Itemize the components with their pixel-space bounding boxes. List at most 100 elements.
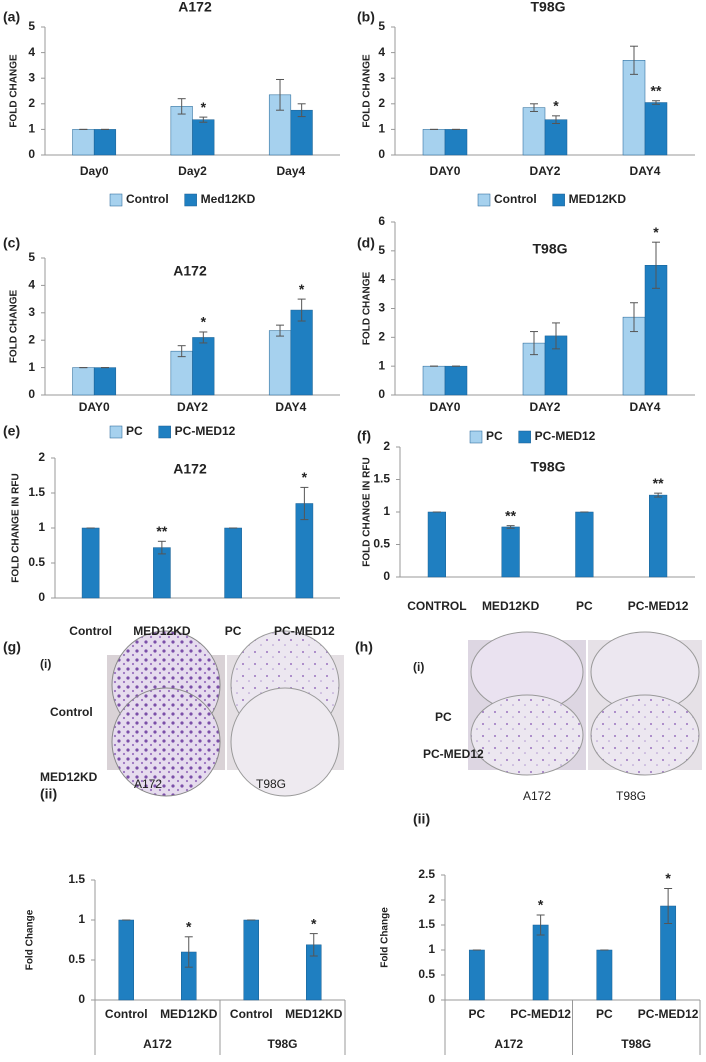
significance: * xyxy=(665,870,671,886)
y-tick-label: 2.5 xyxy=(418,867,435,881)
y-tick-label: 2 xyxy=(428,892,435,906)
bar xyxy=(444,129,468,156)
bar xyxy=(170,350,193,396)
significance: ** xyxy=(505,507,516,523)
y-tick-label: 0 xyxy=(378,387,385,401)
y-tick-label: 5 xyxy=(28,19,35,33)
significance: ** xyxy=(651,82,662,98)
x-tick-label: PC-MED12 xyxy=(628,599,689,613)
bar xyxy=(93,129,117,156)
bar xyxy=(644,102,668,156)
legend-swatch xyxy=(518,430,531,444)
x-tick-label: Control xyxy=(69,624,112,638)
row-label: PC-MED12 xyxy=(423,747,484,761)
bar xyxy=(192,119,215,156)
legend-label: Med12KD xyxy=(201,192,256,206)
legend-label: PC xyxy=(486,429,503,443)
significance: * xyxy=(201,99,207,115)
y-tick-label: 5 xyxy=(378,243,385,257)
y-tick-label: 1 xyxy=(28,122,35,136)
panel-label: (e) xyxy=(3,423,20,439)
photo-h xyxy=(468,631,702,776)
y-tick-label: 2 xyxy=(378,96,385,110)
bar xyxy=(596,949,613,1001)
chart-title: T98G xyxy=(530,0,565,15)
y-tick-label: 3 xyxy=(28,70,35,84)
group-label: A172 xyxy=(494,1037,523,1051)
y-tick-label: 4 xyxy=(28,278,35,292)
y-tick-label: 0.5 xyxy=(28,555,45,569)
y-tick-label: 1 xyxy=(378,358,385,372)
bar xyxy=(93,367,117,396)
y-tick-label: 0 xyxy=(38,590,45,604)
y-axis-label: FOLD CHANGE IN RFU xyxy=(11,473,22,582)
y-tick-label: 0 xyxy=(28,147,35,161)
bar xyxy=(575,511,594,578)
bar xyxy=(72,129,95,156)
legend-label: PC xyxy=(126,424,143,438)
x-tick-label: PC xyxy=(469,1007,486,1021)
x-tick-label: DAY2 xyxy=(177,400,208,414)
y-tick-label: 2 xyxy=(28,332,35,346)
row-label: PC xyxy=(435,710,452,724)
y-tick-label: 1 xyxy=(38,520,45,534)
x-tick-label: PC xyxy=(596,1007,613,1021)
legend-label: Control xyxy=(126,192,169,206)
y-axis-label: FOLD CHANGE xyxy=(362,272,373,346)
x-tick-label: DAY2 xyxy=(530,400,561,414)
legend-swatch xyxy=(184,193,197,207)
bar xyxy=(422,129,446,156)
col-label: T98G xyxy=(616,789,646,803)
y-tick-label: 2 xyxy=(383,439,390,453)
group-label: T98G xyxy=(621,1037,651,1051)
chart-title: A172 xyxy=(173,461,207,477)
legend-swatch xyxy=(158,425,171,439)
panel-label: (ii) xyxy=(413,811,430,827)
y-tick-label: 0 xyxy=(378,147,385,161)
photo-g xyxy=(107,630,344,797)
bar xyxy=(268,330,292,396)
panel-label: (d) xyxy=(357,235,375,251)
x-tick-label: CONTROL xyxy=(407,599,466,613)
y-tick-label: 2 xyxy=(378,330,385,344)
y-tick-label: 1.5 xyxy=(418,917,435,931)
y-tick-label: 5 xyxy=(378,19,385,33)
row-label: MED12KD xyxy=(40,770,98,784)
x-tick-label: MED12KD xyxy=(133,624,191,638)
x-tick-label: PC-MED12 xyxy=(510,1007,571,1021)
bar xyxy=(290,309,313,396)
y-tick-label: 2 xyxy=(38,450,45,464)
y-tick-label: 0 xyxy=(383,569,390,583)
significance: * xyxy=(201,314,207,330)
bar xyxy=(192,337,215,396)
y-tick-label: 4 xyxy=(28,45,35,59)
legend-swatch xyxy=(477,193,491,207)
y-tick-label: 1.5 xyxy=(68,872,85,886)
significance: * xyxy=(186,919,192,935)
legend-label: PC-MED12 xyxy=(175,424,236,438)
y-axis-label: FOLD CHANGE IN RFU xyxy=(362,457,373,566)
significance: ** xyxy=(156,523,167,539)
significance: * xyxy=(311,915,317,931)
bar xyxy=(427,511,446,578)
x-tick-label: PC xyxy=(225,624,242,638)
significance: * xyxy=(653,224,659,240)
y-tick-label: 4 xyxy=(378,272,385,286)
legend-label: MED12KD xyxy=(569,192,627,206)
chart-title: A172 xyxy=(173,263,207,279)
y-tick-label: 3 xyxy=(378,301,385,315)
chart-title: T98G xyxy=(532,241,567,257)
significance: * xyxy=(553,98,559,114)
bar xyxy=(522,107,546,156)
x-tick-label: PC-MED12 xyxy=(274,624,335,638)
bar xyxy=(422,365,446,396)
bar xyxy=(243,919,259,1001)
x-tick-label: Control xyxy=(105,1007,148,1021)
y-tick-label: 3 xyxy=(28,305,35,319)
group-label: T98G xyxy=(267,1037,297,1051)
x-tick-label: PC-MED12 xyxy=(638,1007,699,1021)
bar xyxy=(544,119,568,156)
group-label: A172 xyxy=(143,1037,172,1051)
y-tick-label: 1 xyxy=(28,360,35,374)
legend-swatch xyxy=(109,193,123,207)
